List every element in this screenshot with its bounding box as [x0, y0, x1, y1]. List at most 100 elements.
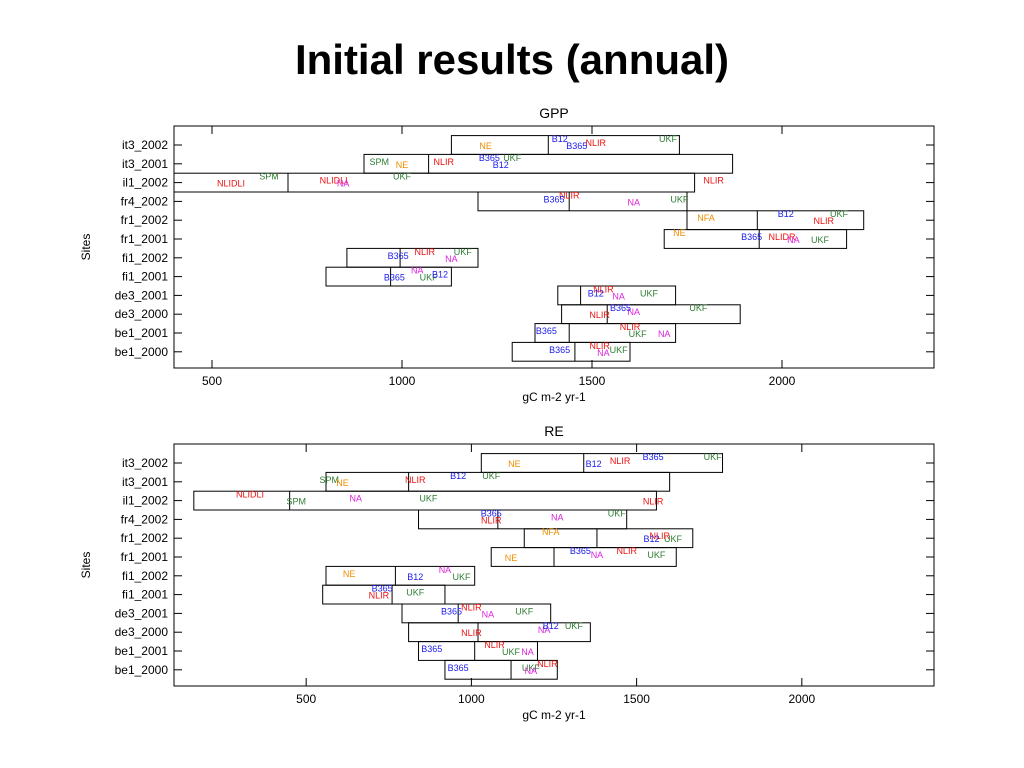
y-tick-label: it3_2002 [122, 138, 168, 152]
x-tick-label: 1500 [579, 374, 606, 388]
model-label: UKF [452, 572, 471, 582]
model-label: B365 [543, 194, 564, 204]
model-label: UKF [482, 471, 501, 481]
model-label: B365 [566, 141, 587, 151]
model-label: NLIR [405, 475, 426, 485]
model-label: SPM [287, 497, 307, 507]
model-label: NA [612, 291, 625, 301]
y-tick-label: de3_2001 [115, 288, 169, 302]
y-tick-label: de3_2000 [115, 307, 169, 321]
model-label: SPM [369, 157, 389, 167]
model-label: NA [525, 666, 538, 676]
model-label: B365 [536, 326, 557, 336]
y-tick-label: fi1_2001 [122, 270, 168, 284]
model-label: NLIR [415, 247, 436, 257]
model-label: NA [411, 266, 424, 276]
model-label: NLIR [593, 284, 614, 294]
y-tick-label: be1_2000 [115, 345, 169, 359]
x-tick-label: 2000 [769, 374, 796, 388]
box-it3_2001 [363, 153, 734, 174]
model-label: NLIR [559, 190, 580, 200]
model-label: SPM [320, 475, 340, 485]
y-tick-label: de3_2001 [115, 606, 169, 620]
y-tick-label: be1_2000 [115, 663, 169, 677]
y-tick-label: il1_2002 [123, 176, 169, 190]
x-tick-label: 1000 [389, 374, 416, 388]
model-label: UKF [659, 134, 678, 144]
y-tick-label: it3_2001 [122, 157, 168, 171]
model-label: NA [551, 512, 564, 522]
y-tick-label: fi1_2002 [122, 251, 168, 265]
box-de3_2000 [408, 622, 591, 643]
model-label: UKF [503, 153, 522, 163]
model-label: NA [337, 179, 350, 189]
box-fi1_2001 [322, 584, 446, 605]
model-label: NFA [542, 527, 560, 537]
model-label: NLIR [461, 602, 482, 612]
x-tick-label: 1500 [623, 692, 650, 706]
model-label: B365 [549, 345, 570, 355]
model-label: UKF [565, 621, 584, 631]
model-label: NLIR [610, 456, 631, 466]
y-tick-label: fr1_2002 [121, 213, 169, 227]
model-label: NLIR [589, 341, 610, 351]
box-fr4_2002 [477, 191, 688, 212]
box-fr1_2001 [663, 229, 848, 249]
model-label: NA [597, 348, 610, 358]
model-label: UKF [608, 508, 627, 518]
model-label: NLIR [589, 310, 610, 320]
model-label: B12 [643, 534, 659, 544]
model-label: UKF [420, 273, 439, 283]
model-label: B12 [552, 134, 568, 144]
model-label: NLIDLI [217, 179, 245, 189]
model-label: UKF [393, 172, 412, 182]
model-label: NA [787, 235, 800, 245]
plot-frame [173, 443, 935, 687]
model-label: UKF [419, 494, 438, 504]
model-label: B12 [493, 160, 509, 170]
model-label: B365 [441, 606, 462, 616]
model-label: UKF [406, 588, 425, 598]
model-label: UKF [502, 647, 521, 657]
model-label: B365 [643, 452, 664, 462]
model-label: UKF [454, 247, 473, 257]
model-label: NLIR [586, 138, 607, 148]
model-label: B12 [586, 459, 602, 469]
model-label: UKF [670, 194, 689, 204]
box-il1_2002 [173, 172, 696, 193]
model-label: B12 [588, 288, 604, 298]
model-label: B365 [421, 644, 442, 654]
model-label: NLIR [616, 546, 637, 556]
y-tick-label: be1_2001 [115, 644, 169, 658]
model-label: B365 [610, 303, 631, 313]
model-label: NLIR [643, 497, 664, 507]
x-axis-label: gC m-2 yr-1 [522, 390, 586, 404]
model-label: UKF [515, 606, 534, 616]
model-label: B12 [407, 572, 423, 582]
model-label: B12 [450, 471, 466, 481]
y-tick-label: fi1_2002 [122, 569, 168, 583]
model-label: B365 [481, 508, 502, 518]
model-label: UKF [640, 288, 659, 298]
model-label: NE [508, 459, 521, 469]
y-tick-label: fr1_2002 [121, 531, 169, 545]
model-label: NA [628, 307, 641, 317]
model-label: NLIR [484, 640, 505, 650]
y-axis-label: Sites [79, 552, 93, 579]
y-tick-label: fr1_2001 [121, 232, 169, 246]
x-axis-label: gC m-2 yr-1 [522, 708, 586, 722]
chart-panel-re: RE it3_2002 it3_2001 il1_2002 fr4_2002 fr1_20… [79, 423, 935, 722]
model-label: B12 [543, 621, 559, 631]
y-tick-label: it3_2001 [122, 475, 168, 489]
model-label: NA [538, 625, 551, 635]
model-label: NLIR [703, 176, 724, 186]
model-label: NE [343, 569, 356, 579]
x-tick-label: 500 [202, 374, 222, 388]
model-label: NLIDLI [236, 490, 264, 500]
box-be1_2000 [444, 659, 558, 680]
y-tick-label: de3_2000 [115, 625, 169, 639]
chart-title: GPP [539, 105, 569, 121]
model-label: UKF [629, 329, 648, 339]
box-fr4_2002 [418, 509, 628, 530]
model-label: UKF [811, 235, 830, 245]
